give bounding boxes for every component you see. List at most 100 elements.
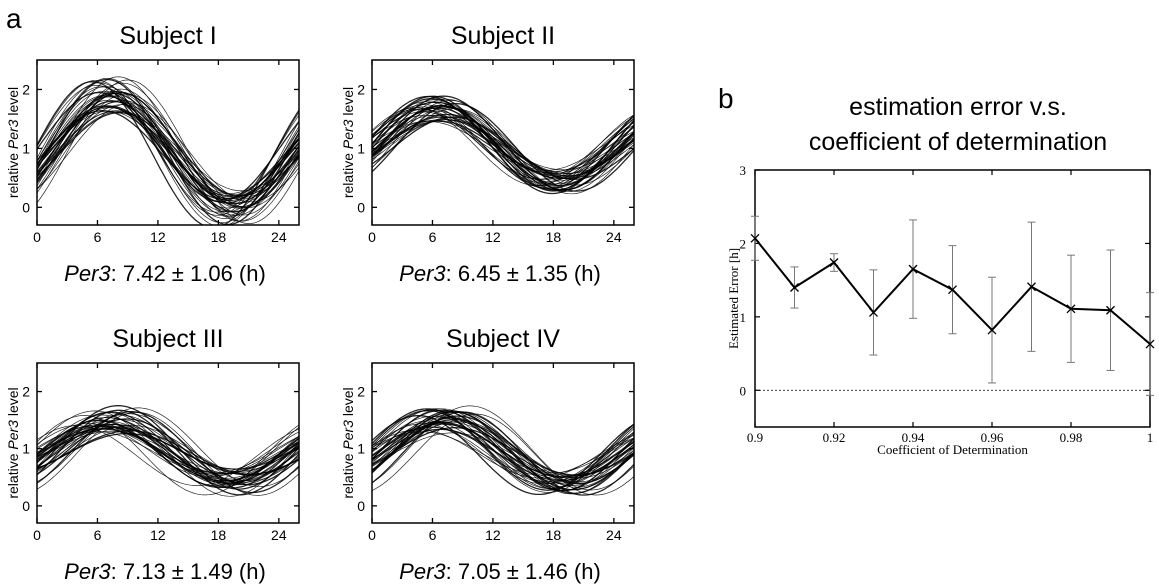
- y-tick-label: 1: [357, 441, 365, 457]
- expression-curve: [372, 415, 634, 485]
- expression-curve: [372, 421, 634, 479]
- x-tick-label: 6: [94, 527, 102, 543]
- expression-curve: [37, 79, 299, 224]
- expression-curve: [37, 92, 299, 209]
- curve-group: [37, 405, 299, 497]
- x-tick-label: 0.94: [902, 430, 925, 445]
- y-axis-label: relative Per3 level: [5, 87, 21, 198]
- expression-curve: [37, 95, 299, 216]
- x-tick-label: 24: [606, 229, 622, 245]
- expression-curve: [372, 421, 634, 479]
- expression-curve: [372, 408, 634, 491]
- x-tick-label: 24: [606, 527, 622, 543]
- peak-time-caption: Per3: 6.45 ± 1.35 (h): [399, 261, 601, 286]
- expression-curve: [372, 420, 634, 483]
- data-point-marker: [1066, 304, 1076, 314]
- y-tick-label: 0: [357, 498, 365, 514]
- expression-curve: [372, 421, 634, 483]
- x-tick-label: 12: [485, 229, 501, 245]
- expression-curve: [37, 412, 299, 497]
- expression-curve: [37, 91, 299, 203]
- x-tick-label: 0: [368, 527, 376, 543]
- expression-curve: [37, 90, 299, 219]
- expression-curve: [372, 422, 634, 484]
- x-tick-label: 6: [94, 229, 102, 245]
- expression-curve: [37, 419, 299, 482]
- subject-title: Subject III: [112, 325, 223, 353]
- y-tick-label: 0: [22, 498, 30, 514]
- y-tick-label: 3: [740, 163, 747, 178]
- data-point-marker: [869, 307, 878, 317]
- peak-time-caption: Per3: 7.05 ± 1.46 (h): [399, 559, 601, 584]
- expression-curve: [372, 107, 634, 186]
- y-axis-label: Estimated Error [h]: [726, 248, 741, 349]
- y-tick-label: 1: [357, 140, 365, 156]
- y-tick-label: 0: [22, 199, 30, 215]
- expression-curve: [372, 108, 634, 175]
- expression-curve: [37, 426, 299, 473]
- expression-curve: [372, 413, 634, 496]
- x-tick-label: 0.98: [1060, 430, 1083, 445]
- expression-curve: [37, 76, 299, 222]
- plot-frame: [371, 59, 635, 226]
- expression-curve: [372, 115, 634, 171]
- expression-curve: [37, 105, 299, 204]
- expression-curve: [37, 411, 299, 489]
- expression-curve: [372, 116, 634, 174]
- x-tick-label: 6: [429, 527, 437, 543]
- x-tick-label: 12: [150, 229, 166, 245]
- x-tick-label: 24: [271, 527, 287, 543]
- data-point-marker: [908, 264, 918, 274]
- subject-title: Subject II: [451, 22, 555, 50]
- data-point-marker: [790, 283, 799, 292]
- panel-a-letter: a: [6, 3, 22, 34]
- y-tick-label: 2: [22, 81, 30, 97]
- expression-curve: [37, 106, 299, 196]
- data-point-marker: [1027, 282, 1036, 292]
- expression-curve: [372, 121, 634, 173]
- x-tick-label: 18: [546, 527, 562, 543]
- x-tick-label: 0.9: [747, 430, 763, 445]
- subject-title: Subject IV: [446, 325, 560, 353]
- expression-curve: [372, 423, 634, 485]
- expression-curve: [37, 423, 299, 478]
- x-tick-label: 18: [211, 229, 227, 245]
- x-axis-label: Coefficient of Determination: [877, 442, 1028, 457]
- data-point-marker: [750, 233, 760, 243]
- expression-curve: [372, 107, 634, 187]
- data-point-marker: [987, 325, 997, 335]
- expression-curve: [372, 106, 634, 191]
- curve-group: [37, 76, 299, 225]
- x-tick-label: 6: [429, 229, 437, 245]
- expression-curve: [37, 111, 299, 197]
- data-point-marker: [1145, 339, 1155, 349]
- expression-curve: [37, 95, 299, 213]
- expression-curve: [37, 411, 299, 494]
- x-tick-label: 0.96: [981, 430, 1004, 445]
- y-axis-label: relative Per3 level: [5, 387, 21, 498]
- expression-curve: [372, 106, 634, 187]
- y-axis-label: relative Per3 level: [340, 387, 356, 498]
- y-tick-label: 1: [22, 441, 30, 457]
- data-point-marker: [1106, 305, 1115, 315]
- plot-frame: [36, 362, 300, 524]
- x-tick-label: 18: [211, 527, 227, 543]
- peak-time-caption: Per3: 7.13 ± 1.49 (h): [64, 559, 266, 584]
- expression-curve: [372, 116, 634, 180]
- y-tick-label: 2: [357, 384, 365, 400]
- expression-curve: [37, 88, 299, 222]
- chart-b-title-line1: estimation error v.s.: [849, 93, 1067, 121]
- chart-b-error-plot: 0.9 0.92 0.94 0.96 0.98 1 0 1 2 3 Coefficient of D…: [726, 163, 1155, 457]
- x-tick-label: 0: [368, 229, 376, 245]
- x-tick-label: 18: [546, 229, 562, 245]
- x-tick-label: 0.92: [823, 430, 846, 445]
- curve-group: [372, 95, 634, 195]
- y-tick-label: 0: [357, 199, 365, 215]
- peak-time-caption: Per3: 7.42 ± 1.06 (h): [64, 261, 266, 286]
- x-tick-label: 1: [1147, 430, 1154, 445]
- x-tick-label: 12: [485, 527, 501, 543]
